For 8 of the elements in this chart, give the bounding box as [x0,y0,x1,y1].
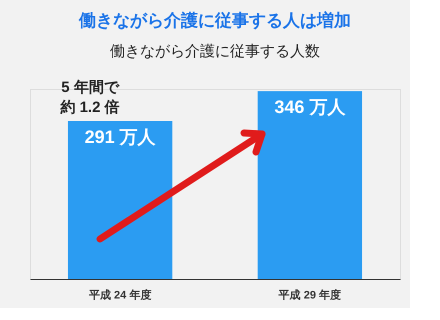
annotation: 5 年間で [61,79,120,96]
data-label: 291 万人 [84,127,157,148]
x-tick-label: 平成 24 年度 [88,288,152,302]
annotation: 約 1.2 倍 [59,99,120,116]
chart-subtitle: 働きながら介護に従事する人数 [110,43,320,60]
data-label: 346 万人 [274,97,346,118]
chart-title: 働きながら介護に従事する人は増加 [78,10,351,30]
x-tick-label: 平成 29 年度 [278,288,342,302]
